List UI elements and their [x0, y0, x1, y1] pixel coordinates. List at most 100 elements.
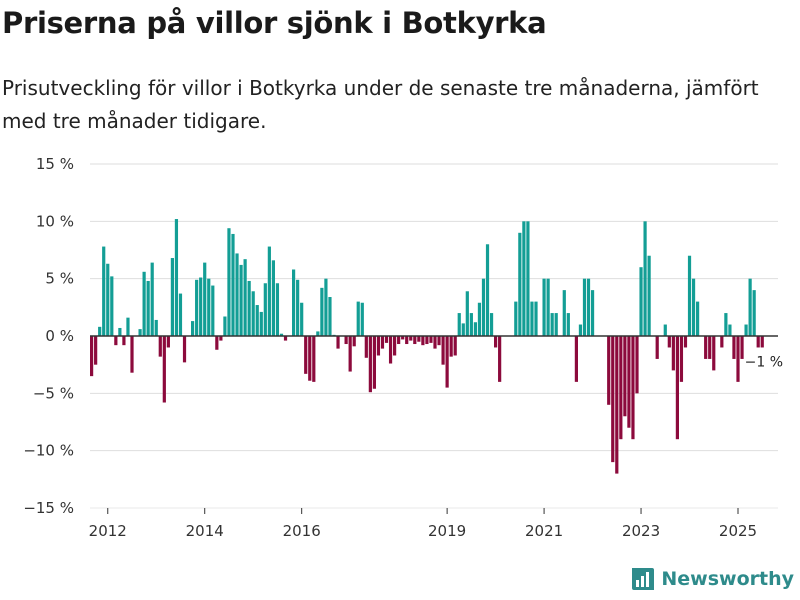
bar	[223, 316, 227, 336]
bar	[473, 322, 477, 336]
bar	[756, 336, 760, 348]
bar	[203, 262, 207, 336]
bar	[469, 313, 473, 336]
bar	[627, 336, 631, 428]
bar	[94, 336, 98, 365]
y-tick-label: 5 %	[45, 270, 74, 288]
bar	[522, 221, 526, 336]
y-tick-label: −5 %	[33, 384, 74, 402]
bar	[740, 336, 744, 359]
bar	[154, 319, 158, 336]
y-tick-label: 15 %	[36, 155, 74, 173]
bar	[481, 278, 486, 336]
bar	[696, 301, 700, 336]
bar	[251, 291, 255, 336]
bar	[421, 336, 425, 346]
bar	[550, 313, 554, 336]
x-tick-label: 2021	[525, 522, 563, 540]
bar	[590, 290, 595, 336]
bar	[477, 302, 482, 336]
bar	[300, 302, 304, 336]
bar	[683, 336, 688, 348]
bar	[704, 336, 708, 359]
bar	[578, 324, 583, 336]
bar	[393, 336, 397, 356]
bar	[635, 336, 639, 394]
bar	[566, 313, 570, 336]
chart-subtitle: Prisutveckling för villor i Botkyrka und…	[2, 76, 759, 133]
bar	[114, 336, 118, 346]
bar	[178, 293, 183, 336]
bar	[255, 305, 259, 336]
bar	[126, 317, 130, 336]
bar	[328, 297, 332, 336]
bar	[736, 336, 740, 382]
bar	[320, 287, 324, 336]
bar	[372, 336, 376, 389]
bar	[619, 336, 623, 440]
bar	[267, 246, 271, 336]
bar	[728, 324, 732, 336]
bar	[263, 283, 267, 336]
bar	[437, 336, 441, 346]
bar	[675, 336, 679, 440]
bar	[364, 336, 368, 358]
bar	[384, 336, 389, 343]
bar	[199, 277, 203, 336]
bar	[687, 255, 692, 336]
bar	[429, 336, 433, 343]
bar	[530, 301, 534, 336]
x-tick-label: 2019	[428, 522, 466, 540]
x-tick-label: 2016	[283, 522, 321, 540]
bar	[691, 278, 696, 336]
bar	[425, 336, 429, 345]
x-tick-label: 2012	[89, 522, 127, 540]
bar	[562, 290, 566, 336]
bar	[405, 336, 409, 345]
bar	[671, 336, 675, 371]
bar	[356, 301, 360, 336]
bar	[380, 336, 385, 349]
bar	[457, 313, 461, 336]
bars	[90, 219, 764, 474]
bar	[215, 336, 219, 350]
bar	[352, 336, 356, 347]
bar	[348, 336, 352, 372]
bar	[679, 336, 684, 382]
bar	[243, 259, 247, 336]
bar	[582, 278, 587, 336]
bar	[663, 324, 667, 336]
bar	[586, 278, 591, 336]
bar	[170, 258, 174, 336]
bar	[219, 336, 223, 341]
bar	[441, 336, 445, 365]
bar	[465, 291, 469, 336]
bar	[542, 278, 546, 336]
bar	[752, 290, 756, 336]
bar	[102, 246, 106, 336]
y-tick-label: −10 %	[23, 442, 74, 460]
bar	[336, 336, 340, 349]
bar	[316, 331, 320, 336]
bar	[647, 255, 651, 336]
bar	[296, 279, 300, 336]
bar	[110, 276, 114, 336]
bar	[518, 232, 522, 336]
bar	[344, 336, 348, 345]
bar	[122, 336, 126, 346]
bar	[453, 336, 457, 356]
bar	[259, 311, 263, 336]
bar	[667, 336, 671, 348]
bar	[191, 321, 195, 336]
bar	[413, 336, 417, 345]
bar	[574, 336, 578, 382]
bar	[445, 336, 449, 388]
bar	[150, 262, 154, 336]
bar	[106, 263, 110, 336]
bar	[461, 323, 465, 336]
annotations: −1 %	[745, 354, 783, 370]
bar	[615, 336, 619, 474]
bar	[655, 336, 659, 359]
bar	[312, 336, 316, 382]
